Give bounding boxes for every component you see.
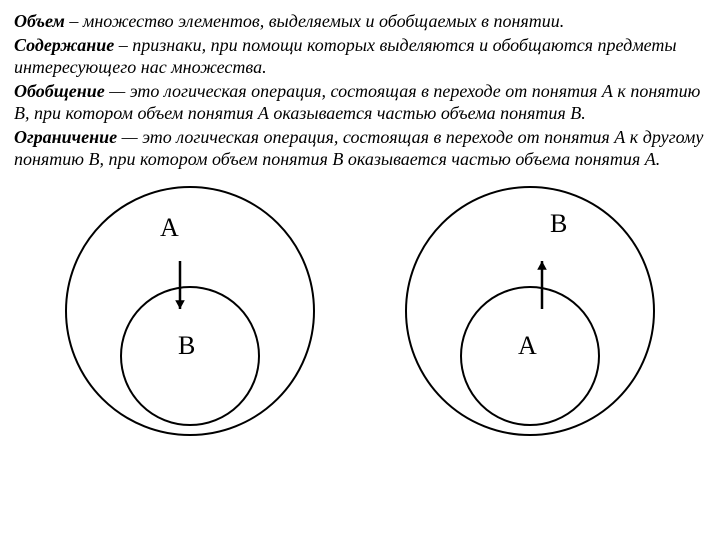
euler-panel-left: А В bbox=[50, 181, 330, 441]
definitions-block: Объем – множество элементов, выделяемых … bbox=[14, 10, 706, 171]
definition-line: Объем – множество элементов, выделяемых … bbox=[14, 10, 706, 33]
term-text: множество элементов, выделяемых и обобща… bbox=[83, 11, 564, 31]
outer-label: В bbox=[550, 209, 567, 239]
term: Обобщение bbox=[14, 81, 105, 101]
arrow-down-icon bbox=[170, 251, 190, 319]
definition-line: Ограничение — это логическая операция, с… bbox=[14, 126, 706, 171]
diagram-row: А В В А bbox=[14, 181, 706, 441]
term-sep: – bbox=[114, 35, 132, 55]
outer-label: А bbox=[160, 213, 179, 243]
arrow-up-icon bbox=[532, 251, 552, 319]
term-sep: – bbox=[65, 11, 83, 31]
definition-line: Обобщение — это логическая операция, сос… bbox=[14, 80, 706, 125]
definition-line: Содержание – признаки, при помощи которы… bbox=[14, 34, 706, 79]
euler-panel-right: В А bbox=[390, 181, 670, 441]
document-page: Объем – множество элементов, выделяемых … bbox=[0, 0, 720, 441]
term: Содержание bbox=[14, 35, 114, 55]
term: Объем bbox=[14, 11, 65, 31]
term-sep: — bbox=[105, 81, 130, 101]
term-sep: — bbox=[117, 127, 142, 147]
inner-label: А bbox=[518, 331, 537, 361]
term: Ограничение bbox=[14, 127, 117, 147]
inner-label: В bbox=[178, 331, 195, 361]
